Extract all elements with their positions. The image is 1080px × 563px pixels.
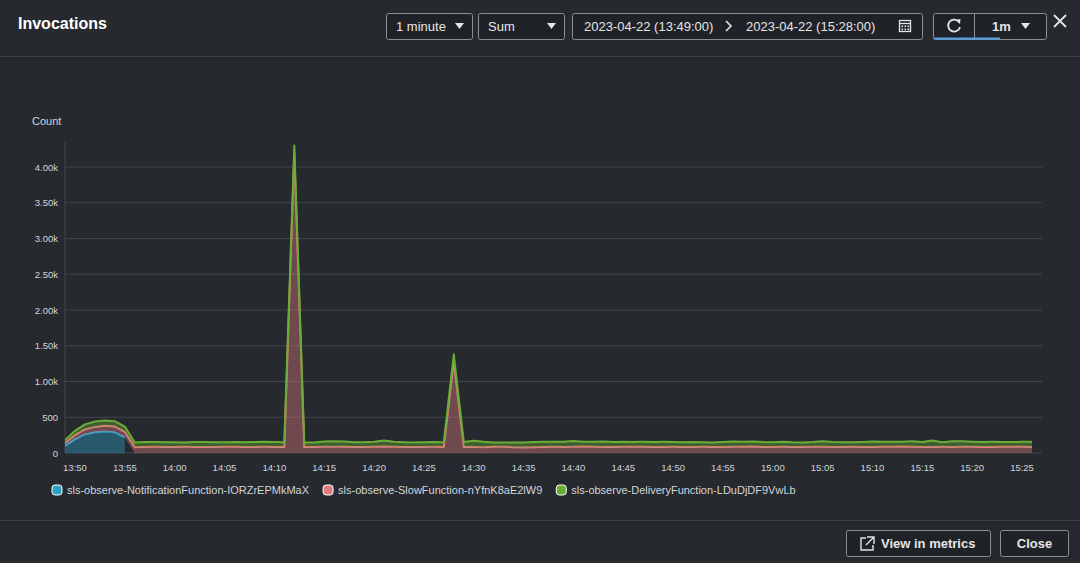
x-tick-label: 14:35 [512,462,536,473]
legend-label[interactable]: sls-observe-SlowFunction-nYfnK8aE2lW9 [338,484,542,496]
calendar-dot[interactable] [902,29,904,31]
x-tick-label: 14:20 [362,462,386,473]
close-button[interactable]: Close [1001,531,1069,557]
range-end[interactable]: 2023-04-22 (15:28:00) [746,19,875,34]
y-tick-label: 1.50k [35,340,58,351]
calendar-dot[interactable] [905,26,907,28]
calendar-dot[interactable] [908,26,910,28]
legend-label[interactable]: sls-observe-DeliveryFunction-LDuDjDF9VwL… [571,484,795,496]
grid-line [65,310,1042,311]
x-tick-label: 14:50 [661,462,685,473]
grid-line [65,381,1042,382]
y-tick-label: 3.50k [35,197,58,208]
calendar-bar[interactable] [900,23,911,24]
x-tick-label: 14:40 [562,462,586,473]
footer-divider [0,520,1080,521]
close-x[interactable] [1054,15,1066,27]
legend-swatch[interactable] [556,485,566,495]
refresh-arrow[interactable] [956,19,961,24]
legend-swatch[interactable] [52,485,62,495]
x-tick-label: 14:15 [312,462,336,473]
x-tick-label: 14:55 [711,462,735,473]
view-in-metrics-button[interactable]: View in metrics [847,531,991,557]
period-dropdown-label[interactable]: 1 minute [396,19,446,34]
series-area [65,153,1032,453]
refresh-caret[interactable] [1021,23,1030,29]
date-range-box[interactable] [573,14,923,40]
header-divider [0,56,1080,57]
y-tick-label: 1.00k [35,376,58,387]
series-line [65,153,1032,448]
y-tick-label: 4.00k [35,162,58,173]
y-axis-line [65,142,66,453]
button-label[interactable]: View in metrics [881,536,975,551]
legend-label[interactable]: sls-observe-NotificationFunction-IORZrEP… [67,484,310,496]
x-tick-label: 14:45 [611,462,635,473]
calendar-frame[interactable] [900,21,911,32]
grid-line [65,167,1042,168]
range-start[interactable]: 2023-04-22 (13:49:00) [584,19,713,34]
period-dropdown[interactable]: 1 minute [387,14,473,40]
refresh-progress [934,38,1000,40]
y-tick-label: 3.00k [35,233,58,244]
refresh-divider [974,14,975,39]
grid-line [65,274,1042,275]
background [0,0,1080,563]
x-tick-label: 14:00 [163,462,187,473]
date-range[interactable]: 2023-04-22 (13:49:00) 2023-04-22 (15:28:0… [573,14,923,40]
button-box[interactable] [847,531,991,557]
external-link-icon[interactable] [861,537,874,550]
refresh-box[interactable] [934,14,1047,40]
calendar-icon[interactable] [900,21,911,32]
x-tick-label: 14:30 [462,462,486,473]
x-tick-label: 14:25 [412,462,436,473]
grid-line [65,238,1042,239]
plot-area [65,146,1032,453]
stat-dropdown-label[interactable]: Sum [488,19,515,34]
refresh-interval[interactable]: 1m [992,19,1011,34]
x-tick-label: 14:05 [213,462,237,473]
calendar-dot[interactable] [908,29,910,31]
x-tick-label: 15:10 [861,462,885,473]
legend-swatch[interactable] [323,485,333,495]
calendar-dot[interactable] [905,29,907,31]
stat-dropdown[interactable]: Sum [479,14,565,40]
grid-line [65,417,1042,418]
button-label[interactable]: Close [1017,536,1052,551]
range-chevron [726,21,731,31]
y-axis-label: Count [32,115,61,127]
close-icon[interactable] [1054,15,1066,27]
widget-canvas: Invocations 1 minute Sum 2023-04-22 (13:49:… [0,0,1080,563]
period-dropdown-box[interactable] [387,14,473,40]
x-tick-label: 14:10 [262,462,286,473]
y-tick-label: 500 [42,412,58,423]
series-area [65,146,1032,448]
y-tick-label: 2.00k [35,305,58,316]
legend: sls-observe-NotificationFunction-IORZrEP… [52,484,796,496]
x-tick-label: 13:55 [113,462,137,473]
y-tick-label: 0 [53,448,58,459]
grid-line [65,345,1042,346]
period-dropdown-caret[interactable] [455,23,464,29]
y-tick-label: 2.50k [35,269,58,280]
title: Invocations [18,15,107,32]
calendar-dot[interactable] [902,26,904,28]
series-line [65,146,1032,443]
x-tick-label: 15:25 [1010,462,1034,473]
grid-line [65,202,1042,203]
refresh-icon[interactable] [948,20,960,32]
refresh-control[interactable]: 1m [934,14,1047,40]
button-box[interactable] [1001,531,1069,557]
x-tick-label: 15:05 [811,462,835,473]
stat-dropdown-caret[interactable] [547,23,556,29]
x-tick-label: 15:20 [960,462,984,473]
stat-dropdown-box[interactable] [479,14,565,40]
x-tick-label: 15:15 [910,462,934,473]
grid [65,167,1042,453]
x-tick-label: 15:00 [761,462,785,473]
x-tick-label: 13:50 [63,462,87,473]
